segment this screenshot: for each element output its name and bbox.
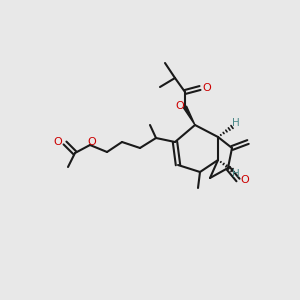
Text: O: O [88, 137, 96, 147]
Polygon shape [184, 106, 195, 125]
Text: H: H [232, 169, 240, 179]
Text: O: O [241, 175, 249, 185]
Text: O: O [54, 137, 62, 147]
Text: O: O [176, 101, 184, 111]
Text: H: H [232, 118, 240, 128]
Text: O: O [202, 83, 211, 93]
